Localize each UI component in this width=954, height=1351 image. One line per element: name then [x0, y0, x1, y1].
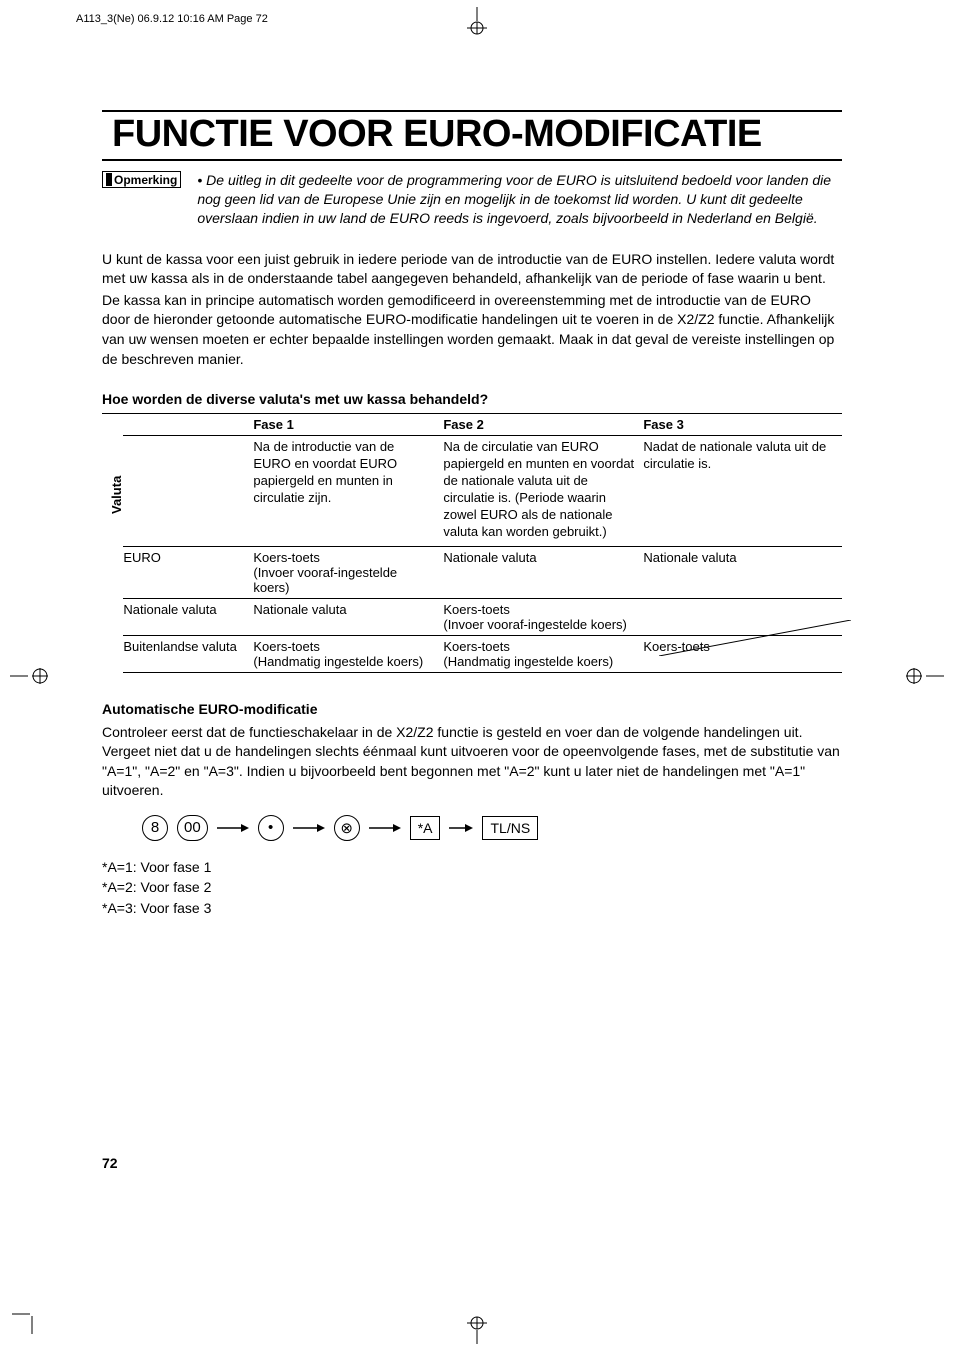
- key-dot: •: [258, 815, 284, 841]
- table-side-label: Valuta: [102, 414, 123, 700]
- auto-para: Controleer eerst dat de functieschakelaa…: [102, 723, 842, 801]
- row-label: Buitenlandse valuta: [123, 635, 253, 672]
- cell: Nationale valuta: [443, 546, 643, 598]
- row-label: EURO: [123, 546, 253, 598]
- phase-legend: *A=1: Voor fase 1 *A=2: Voor fase 2 *A=3…: [102, 857, 842, 918]
- key-00: 00: [177, 815, 208, 841]
- para-2: De kassa kan in principe automatisch wor…: [102, 291, 842, 369]
- arrow-icon: [449, 822, 473, 834]
- desc-f2: Na de circulatie van EURO papiergeld en …: [443, 436, 643, 546]
- note-badge: Opmerking: [102, 171, 181, 188]
- row-label: Nationale valuta: [123, 598, 253, 635]
- crop-corner-ll: [12, 1294, 52, 1339]
- page-title: FUNCTIE VOOR EURO-MODIFICATIE: [102, 110, 842, 161]
- cell: Nationale valuta: [253, 598, 443, 635]
- key-multiply: ⊗: [334, 815, 360, 841]
- auto-section: Automatische EURO-modificatie Controleer…: [102, 701, 842, 918]
- page-content: FUNCTIE VOOR EURO-MODIFICATIE Opmerking …: [102, 110, 842, 918]
- key-sequence: 8 00 • ⊗ *A TL/NS: [142, 815, 842, 841]
- page-number: 72: [102, 1155, 118, 1171]
- legend-line: *A=3: Voor fase 3: [102, 898, 842, 918]
- cell: Koers-toets (Invoer vooraf-ingestelde ko…: [443, 598, 643, 635]
- arrow-icon: [369, 822, 401, 834]
- cell: Koers-toets (Invoer vooraf-ingestelde ko…: [253, 546, 443, 598]
- th-fase3: Fase 3: [643, 414, 842, 436]
- table-header-row: Fase 1 Fase 2 Fase 3: [123, 414, 842, 436]
- legend-line: *A=2: Voor fase 2: [102, 877, 842, 897]
- arrow-icon: [293, 822, 325, 834]
- auto-title: Automatische EURO-modificatie: [102, 701, 842, 717]
- key-tlns: TL/NS: [482, 816, 538, 840]
- empty-cell-strike: [659, 620, 851, 656]
- table-row: EURO Koers-toets (Invoer vooraf-ingestel…: [123, 546, 842, 598]
- para-1: U kunt de kassa voor een juist gebruik i…: [102, 250, 842, 289]
- key-8: 8: [142, 815, 168, 841]
- desc-f3: Nadat de nationale valuta uit de circula…: [643, 436, 842, 546]
- table-desc-row: Na de introductie van de EURO en voordat…: [123, 436, 842, 546]
- cell: Koers-toets (Handmatig ingestelde koers): [443, 635, 643, 672]
- key-a: *A: [410, 816, 441, 840]
- crop-mark-left: [10, 661, 52, 691]
- note-text: De uitleg in dit gedeelte voor de progra…: [197, 171, 842, 228]
- crop-mark-top: [460, 7, 494, 35]
- print-header: A113_3(Ne) 06.9.12 10:16 AM Page 72: [76, 13, 268, 25]
- crop-mark-bottom: [460, 1316, 494, 1344]
- th-fase1: Fase 1: [253, 414, 443, 436]
- desc-blank: [123, 436, 253, 546]
- arrow-icon: [217, 822, 249, 834]
- th-blank: [123, 414, 253, 436]
- intro-paragraphs: U kunt de kassa voor een juist gebruik i…: [102, 250, 842, 370]
- legend-line: *A=1: Voor fase 1: [102, 857, 842, 877]
- table-title: Hoe worden de diverse valuta's met uw ka…: [102, 391, 842, 407]
- crop-mark-right: [902, 661, 944, 691]
- th-fase2: Fase 2: [443, 414, 643, 436]
- cell: Koers-toets (Handmatig ingestelde koers): [253, 635, 443, 672]
- note-block: Opmerking De uitleg in dit gedeelte voor…: [102, 171, 842, 228]
- desc-f1: Na de introductie van de EURO en voordat…: [253, 436, 443, 546]
- cell: Nationale valuta: [643, 546, 842, 598]
